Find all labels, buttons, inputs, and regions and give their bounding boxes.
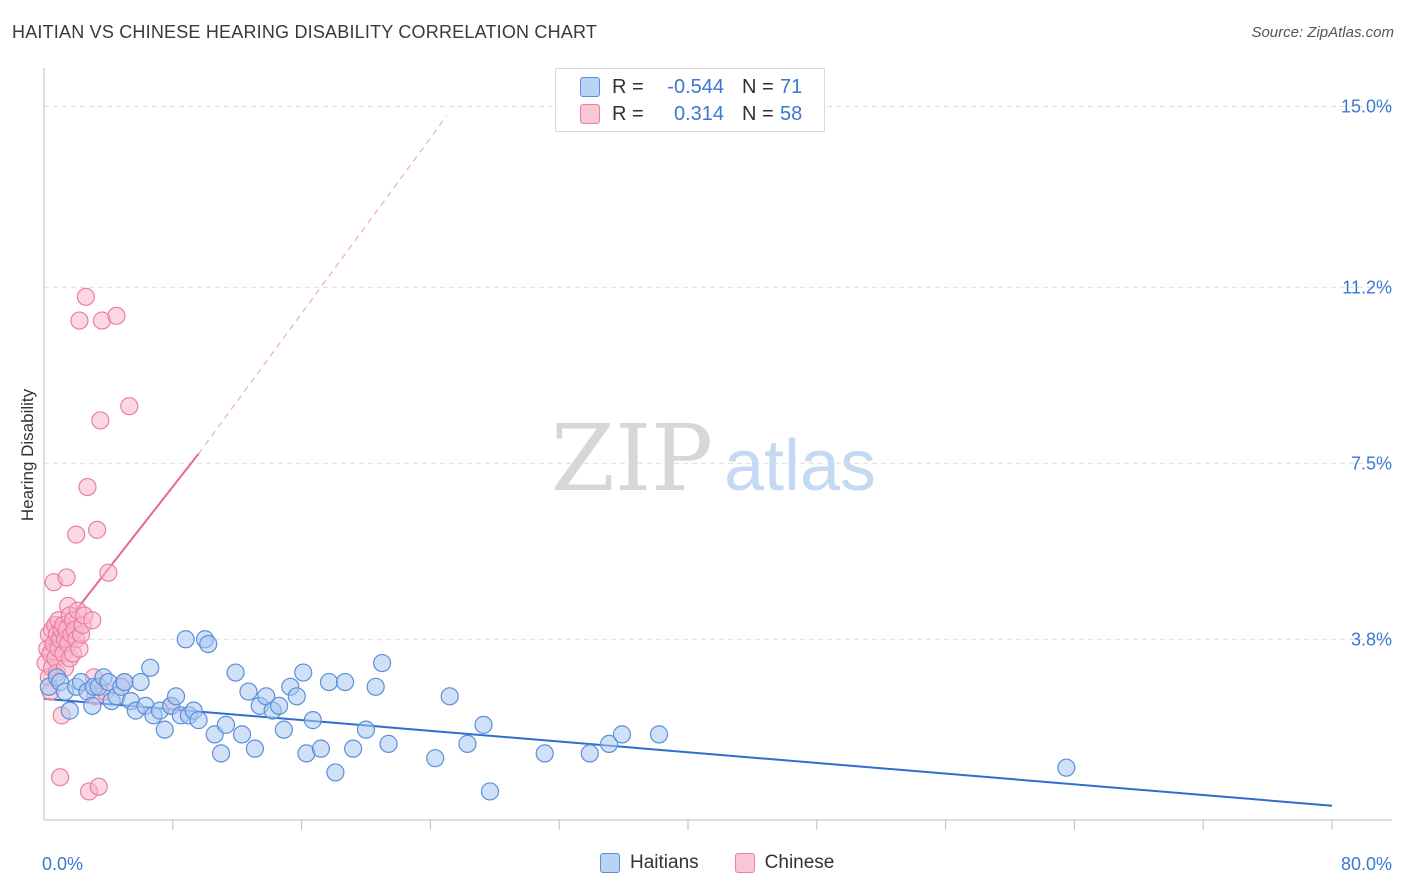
y-tick-label: 3.8% bbox=[1351, 629, 1392, 649]
haitian-point bbox=[580, 744, 599, 763]
chinese-trend-extension bbox=[198, 115, 447, 455]
haitian-point bbox=[60, 701, 79, 720]
chart-title: HAITIAN VS CHINESE HEARING DISABILITY CO… bbox=[12, 22, 598, 42]
watermark-zip: ZIP bbox=[551, 405, 713, 512]
r-label: R = bbox=[612, 75, 644, 98]
chinese-point bbox=[78, 477, 97, 497]
haitian-point bbox=[335, 672, 355, 692]
haitian-swatch bbox=[580, 77, 600, 97]
haitian-point bbox=[189, 711, 208, 730]
haitian-point bbox=[311, 739, 331, 758]
haitian-point bbox=[480, 782, 500, 801]
n-value: 71 bbox=[780, 75, 803, 98]
n-label: N = bbox=[742, 102, 774, 125]
chinese-point bbox=[83, 611, 102, 630]
haitian-point bbox=[373, 653, 392, 673]
chinese-point bbox=[88, 520, 107, 539]
haitian-point bbox=[232, 725, 252, 744]
haitian-point bbox=[239, 682, 258, 701]
haitian-point bbox=[199, 634, 218, 654]
chinese-point bbox=[70, 311, 89, 330]
y-axis-label: Hearing Disability bbox=[18, 388, 37, 522]
n-label: N = bbox=[742, 75, 774, 98]
haitian-swatch bbox=[600, 853, 620, 873]
legend-item-chinese[interactable]: Chinese bbox=[734, 852, 835, 874]
n-value: 58 bbox=[780, 102, 803, 125]
haitian-point bbox=[600, 734, 619, 753]
watermark-atlas: atlas bbox=[724, 426, 876, 506]
y-tick-label: 15.0% bbox=[1341, 97, 1392, 117]
series-legend: Haitians Chinese bbox=[600, 852, 870, 874]
haitian-point bbox=[319, 672, 339, 692]
x-tick-label: 80.0% bbox=[1341, 854, 1392, 874]
haitian-point bbox=[326, 763, 345, 782]
chinese-point bbox=[107, 306, 126, 325]
haitian-point bbox=[83, 696, 102, 715]
haitian-point bbox=[131, 672, 150, 692]
legend-row-haitians: R = -0.544 N = 71 bbox=[580, 74, 802, 100]
haitian-point bbox=[303, 711, 322, 730]
haitian-point bbox=[379, 734, 398, 753]
legend-label-chinese: Chinese bbox=[764, 852, 835, 873]
chinese-point bbox=[57, 568, 76, 587]
haitian-point bbox=[212, 744, 231, 763]
chinese-point bbox=[67, 525, 86, 544]
haitian-point bbox=[226, 663, 245, 682]
chinese-point bbox=[91, 411, 110, 430]
chinese-point bbox=[76, 287, 95, 306]
haitian-point bbox=[176, 630, 195, 649]
chinese-point bbox=[89, 777, 108, 796]
haitian-point bbox=[115, 672, 134, 692]
haitian-point bbox=[474, 715, 493, 734]
legend-label-haitians: Haitians bbox=[630, 852, 699, 873]
chinese-swatch bbox=[580, 104, 600, 124]
chinese-point bbox=[50, 768, 70, 787]
haitian-point bbox=[366, 677, 385, 696]
haitian-point bbox=[141, 658, 160, 677]
chinese-point bbox=[99, 563, 118, 582]
haitian-point bbox=[294, 663, 313, 682]
legend-item-haitians[interactable]: Haitians bbox=[600, 852, 699, 874]
chinese-swatch bbox=[734, 853, 755, 873]
haitian-point bbox=[269, 696, 289, 715]
legend-row-chinese: R = 0.314 N = 58 bbox=[580, 101, 802, 127]
haitian-point bbox=[155, 720, 174, 739]
chinese-point bbox=[120, 397, 139, 416]
haitian-point bbox=[356, 720, 376, 739]
data-points bbox=[36, 287, 1076, 801]
haitian-point bbox=[216, 715, 236, 734]
tick-labels: 3.8% 7.5% 11.2% 15.0% 0.0% 80.0% bbox=[42, 97, 1392, 874]
haitian-trend-line bbox=[43, 697, 1333, 807]
x-tick-label: 0.0% bbox=[42, 854, 83, 874]
haitian-point bbox=[440, 687, 459, 706]
haitian-point bbox=[535, 744, 554, 763]
haitian-point bbox=[458, 734, 477, 753]
haitian-point bbox=[612, 725, 632, 744]
source-label: Source: ZipAtlas.com bbox=[1251, 24, 1394, 41]
gridlines bbox=[44, 106, 1392, 640]
haitian-point bbox=[287, 687, 306, 706]
y-tick-label: 11.2% bbox=[1342, 277, 1392, 297]
haitian-point bbox=[245, 739, 265, 758]
haitian-point bbox=[1057, 758, 1076, 777]
r-value: -0.544 bbox=[667, 75, 724, 98]
y-tick-label: 7.5% bbox=[1351, 453, 1392, 473]
watermark: ZIP atlas bbox=[551, 405, 876, 512]
haitian-point bbox=[426, 749, 445, 768]
r-value: 0.314 bbox=[673, 102, 724, 125]
haitian-point bbox=[274, 720, 293, 739]
haitian-point bbox=[344, 739, 363, 758]
haitian-point bbox=[649, 725, 669, 744]
r-label: R = bbox=[612, 102, 644, 125]
haitian-point bbox=[166, 687, 186, 706]
correlation-legend: R = -0.544 N = 71 R = 0.314 N = 58 bbox=[555, 68, 825, 132]
